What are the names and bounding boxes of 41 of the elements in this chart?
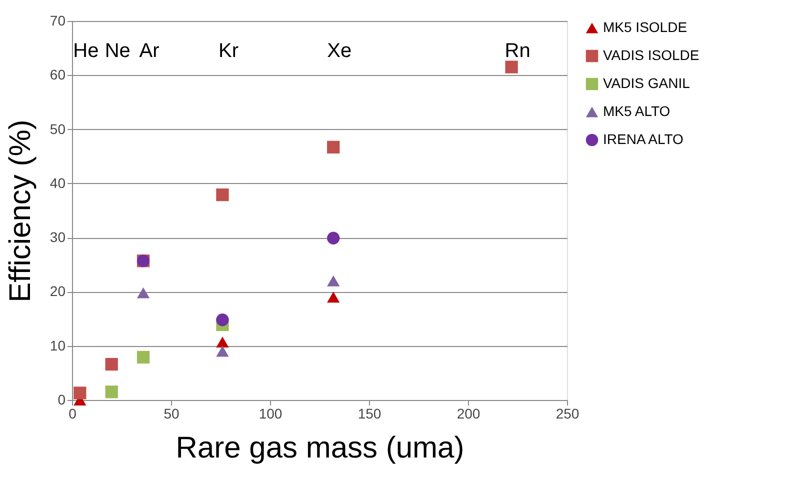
x-tick-label: 200 bbox=[456, 406, 480, 422]
legend-label: MK5 ISOLDE bbox=[603, 19, 688, 35]
point bbox=[136, 350, 150, 364]
point bbox=[216, 336, 229, 348]
legend-label: VADIS GANIL bbox=[603, 75, 690, 91]
point bbox=[327, 292, 340, 303]
point bbox=[216, 188, 229, 202]
annotation: He bbox=[73, 40, 99, 62]
y-tick-label: 0 bbox=[58, 392, 66, 408]
x-tick-label: 50 bbox=[164, 406, 180, 422]
legend-label: VADIS ISOLDE bbox=[603, 47, 700, 63]
point bbox=[105, 358, 118, 371]
y-tick-label: 30 bbox=[50, 229, 66, 246]
point bbox=[327, 232, 340, 244]
annotation: Kr bbox=[218, 40, 239, 62]
annotation: Rn bbox=[504, 40, 530, 62]
y-tick-label: 70 bbox=[50, 12, 66, 28]
point bbox=[216, 346, 229, 357]
point bbox=[505, 60, 518, 74]
y-tick-label: 60 bbox=[50, 66, 66, 83]
y-axis-title: Efficiency (%) bbox=[4, 120, 37, 302]
point bbox=[74, 386, 86, 400]
point bbox=[216, 314, 229, 326]
y-tick-label: 40 bbox=[50, 174, 66, 191]
x-axis-title: Rare gas mass (uma) bbox=[176, 432, 464, 464]
y-tick-label: 20 bbox=[50, 283, 66, 300]
point bbox=[327, 140, 340, 154]
x-tick-label: 150 bbox=[358, 406, 382, 422]
x-tick-label: 0 bbox=[68, 406, 77, 422]
point bbox=[136, 287, 150, 298]
legend-label: IRENA ALTO bbox=[603, 131, 684, 147]
legend-label: MK5 ALTO bbox=[603, 103, 670, 119]
x-tick-label: 250 bbox=[556, 406, 580, 422]
point bbox=[105, 386, 118, 398]
point bbox=[327, 275, 340, 286]
annotation: Ne bbox=[104, 40, 130, 62]
y-tick-label: 50 bbox=[50, 120, 66, 137]
annotation: Ar bbox=[139, 40, 160, 62]
annotation: Xe bbox=[327, 40, 352, 62]
x-tick-label: 100 bbox=[258, 406, 282, 422]
y-tick-label: 10 bbox=[50, 337, 66, 354]
